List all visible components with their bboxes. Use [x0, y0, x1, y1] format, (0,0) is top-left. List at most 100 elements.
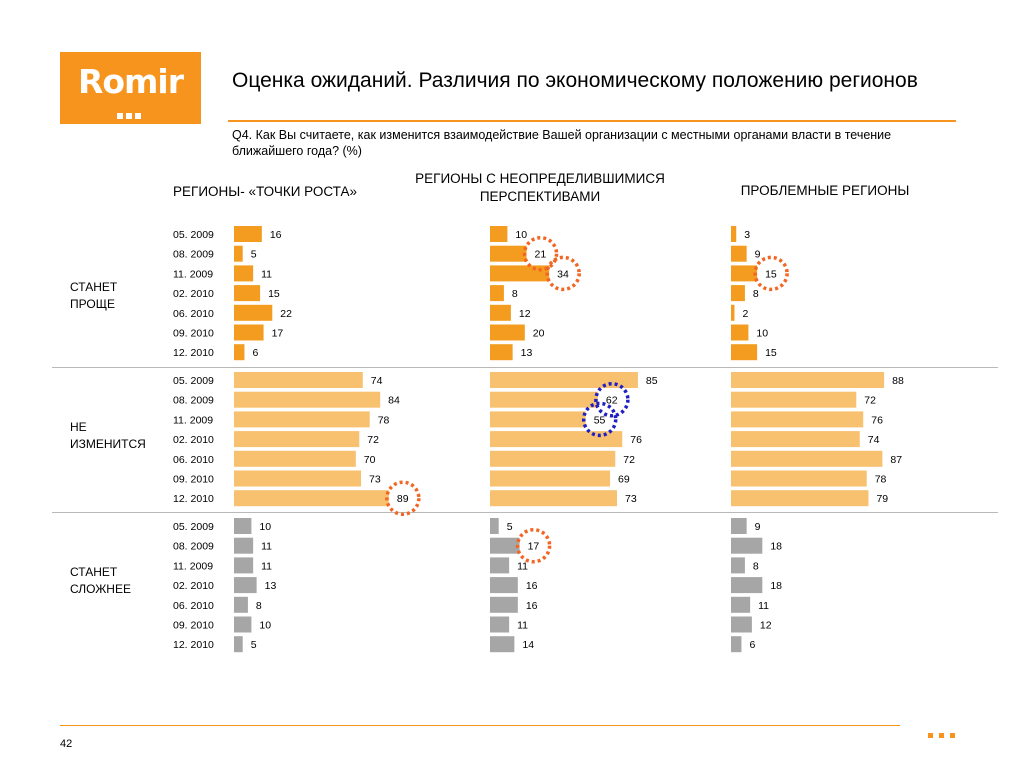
period-label: 08. 2009	[173, 249, 214, 261]
bar	[234, 636, 243, 653]
period-label: 05. 2009	[173, 521, 214, 533]
data-label: 17	[272, 328, 284, 340]
period-label: 11. 2009	[173, 560, 213, 572]
bar	[490, 391, 598, 408]
data-label: 79	[876, 493, 888, 505]
bar	[731, 285, 745, 302]
data-label: 11	[261, 541, 272, 553]
highlight-circle	[545, 255, 581, 292]
bar	[234, 490, 389, 507]
data-label: 74	[371, 375, 383, 387]
period-label: 08. 2009	[173, 395, 214, 407]
period-label: 12. 2010	[173, 639, 214, 651]
bar	[490, 285, 504, 302]
data-label: 72	[623, 454, 635, 466]
bar	[234, 616, 252, 633]
data-label: 3	[744, 229, 750, 241]
data-label: 74	[868, 434, 880, 446]
data-label: 11	[758, 600, 769, 612]
bar	[731, 344, 758, 361]
period-label: 11. 2009	[173, 268, 213, 280]
data-label: 14	[522, 639, 534, 651]
bar	[234, 557, 254, 574]
bar	[490, 411, 586, 428]
bar	[490, 245, 527, 262]
bar	[234, 324, 264, 341]
data-label: 9	[755, 521, 761, 533]
data-label: 11	[517, 620, 528, 632]
bar	[490, 226, 508, 242]
period-label: 12. 2010	[173, 493, 214, 505]
bar	[731, 265, 758, 282]
bar	[490, 537, 520, 554]
period-label: 12. 2010	[173, 347, 214, 359]
data-label: 20	[533, 328, 545, 340]
data-label: 15	[765, 268, 777, 280]
bar	[731, 557, 745, 574]
data-label: 55	[594, 414, 606, 426]
highlight-circle	[522, 235, 559, 272]
page-title: Оценка ожиданий. Различия по экономическ…	[232, 69, 918, 92]
bar	[234, 391, 381, 408]
bar	[490, 490, 618, 507]
group-divider	[52, 512, 998, 513]
logo-dots	[117, 106, 144, 124]
bar	[234, 304, 273, 321]
data-label: 12	[519, 308, 531, 320]
period-label: 05. 2009	[173, 375, 214, 387]
data-label: 72	[367, 434, 379, 446]
footer-rule	[60, 725, 900, 726]
data-label: 89	[397, 493, 409, 505]
bar	[490, 431, 623, 448]
bar	[731, 411, 864, 428]
bar	[234, 265, 254, 282]
bar	[234, 411, 370, 428]
column-header-uncertain: РЕГИОНЫ С НЕОПРЕДЕЛИВШИМИСЯ ПЕРСПЕКТИВАМ…	[415, 171, 665, 204]
data-label: 2	[742, 308, 748, 320]
data-label: 6	[749, 639, 755, 651]
period-label: 06. 2010	[173, 308, 214, 320]
highlight-circle	[594, 381, 630, 418]
period-label: 09. 2010	[173, 620, 214, 632]
data-label: 18	[770, 580, 782, 592]
bar	[731, 226, 737, 242]
bar	[490, 596, 518, 613]
bar	[234, 372, 363, 388]
data-label: 69	[618, 474, 630, 486]
data-label: 15	[268, 288, 280, 300]
bar	[731, 616, 752, 633]
data-label: 12	[760, 620, 772, 632]
data-label: 21	[535, 249, 547, 261]
period-label: 08. 2009	[173, 541, 214, 553]
bar	[234, 344, 245, 361]
data-label: 10	[259, 521, 271, 533]
data-label: 5	[251, 249, 257, 261]
bar	[731, 450, 883, 467]
bar	[234, 518, 252, 534]
data-label: 76	[630, 434, 642, 446]
data-label: 84	[388, 395, 400, 407]
logo-wordmark: Romir	[77, 62, 184, 101]
period-label: 02. 2010	[173, 288, 214, 300]
group-divider	[52, 367, 998, 368]
data-label: 16	[526, 580, 538, 592]
data-label: 10	[756, 328, 768, 340]
bar	[234, 431, 360, 448]
bar	[490, 265, 550, 282]
column-header-problem: ПРОБЛЕМНЫЕ РЕГИОНЫ	[740, 183, 910, 198]
footer-dots	[928, 725, 961, 743]
data-label: 11	[517, 560, 528, 572]
period-label: 06. 2010	[173, 600, 214, 612]
period-label: 11. 2009	[173, 414, 213, 426]
bar	[234, 537, 254, 554]
data-label: 88	[892, 375, 904, 387]
data-label: 10	[515, 229, 527, 241]
highlight-circle	[581, 401, 618, 438]
data-label: 16	[526, 600, 538, 612]
data-label: 78	[875, 474, 887, 486]
data-label: 10	[259, 620, 271, 632]
data-label: 13	[265, 580, 277, 592]
highlight-circle	[385, 480, 421, 516]
data-label: 72	[864, 395, 876, 407]
